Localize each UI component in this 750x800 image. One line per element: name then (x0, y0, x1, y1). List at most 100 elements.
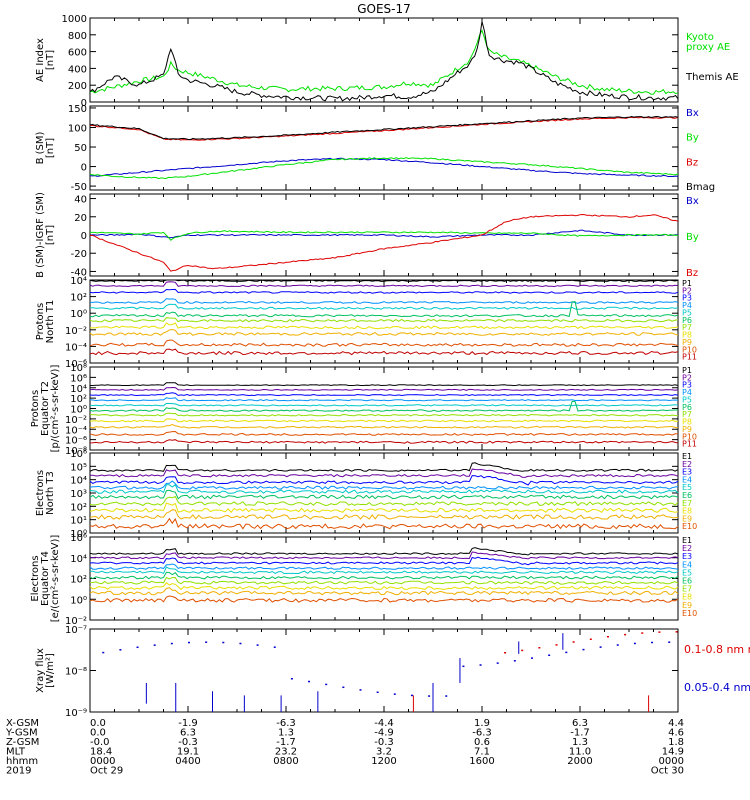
channel-line-p4 (90, 298, 679, 304)
orbit-value: -1.9 (178, 718, 198, 729)
channel-label: P8 (682, 331, 692, 340)
xray-short-point (376, 691, 379, 694)
xray-short-point (170, 642, 173, 645)
channel-line-p11 (89, 439, 679, 444)
orbit-value: -4.9 (374, 728, 394, 739)
y-tick-label: 0 (81, 98, 87, 109)
channel-line-p11 (89, 348, 679, 356)
orbit-value: 11.0 (569, 747, 591, 758)
xray-short-point (119, 649, 122, 651)
orbit-value: 2000 (567, 756, 592, 767)
y-axis-label: Equator T4 (40, 551, 51, 606)
orbit-value: 0000 (659, 756, 684, 767)
channel-label: E1 (682, 536, 692, 545)
y-tick-label: 10⁻² (65, 415, 87, 426)
y-tick-label: 10⁶ (70, 449, 87, 460)
channel-line-p10 (89, 339, 679, 347)
orbit-value: 1.8 (668, 737, 684, 748)
y-tick-label: 10⁰ (70, 595, 87, 606)
panel-ee: 10⁻² 10⁰ 10² 10⁴ 10⁶ Electrons Equator T4 [e/(c… (30, 533, 697, 627)
xray-short-point (308, 680, 311, 683)
y-tick-label: 200 (68, 81, 87, 92)
channel-line-e4 (89, 563, 679, 570)
y-axis-label: B (SM) (35, 131, 46, 164)
channel-line-p5 (90, 303, 679, 310)
orbit-value: 7.1 (474, 747, 490, 758)
channel-line-p2 (89, 386, 679, 391)
xray-long-point (572, 641, 575, 643)
series-line-bmag (89, 115, 679, 141)
channel-line-e5 (89, 483, 679, 494)
y-tick-label: 10⁰ (70, 529, 87, 540)
xray-short-point (599, 646, 602, 648)
xray-short-point (222, 641, 225, 644)
channel-line-e7 (89, 495, 679, 507)
y-tick-label: 10⁻⁶ (65, 436, 87, 447)
channel-label: E6 (682, 577, 692, 586)
channel-line-e10 (89, 595, 679, 603)
xray-long-point (606, 635, 609, 638)
channel-label: P6 (682, 316, 692, 325)
channel-line-e9 (89, 587, 679, 596)
y-tick-label: 10⁴ (70, 554, 87, 565)
y-tick-label: 40 (74, 195, 87, 206)
series-line-bz (89, 213, 679, 272)
panel-en: 10⁰ 10¹ 10² 10³ 10⁴ 10⁵ 10⁶ Electrons North T3 E1… (35, 449, 697, 540)
orbit-value: 1.9 (474, 718, 490, 729)
channel-line-e4 (89, 480, 679, 490)
y-tick-label: 10⁴ (70, 476, 87, 487)
panel-frame (89, 452, 679, 534)
y-axis-label: AE Index (35, 38, 46, 82)
channel-label: E3 (682, 552, 692, 561)
legend-label: Bz (686, 157, 698, 168)
xray-short-point (393, 693, 396, 695)
y-axis-label: [nT] (45, 138, 56, 158)
orbit-value: Oct 30 (651, 766, 684, 777)
channel-line-p6 (89, 301, 679, 318)
xray-short-point (273, 646, 276, 648)
orbit-value: 0.6 (474, 737, 490, 748)
xray-short-point (239, 642, 242, 645)
orbit-value: 0400 (175, 756, 200, 767)
y-tick-label: 10⁸ (70, 363, 87, 374)
channel-label: P8 (682, 418, 692, 427)
channel-label: E10 (682, 522, 697, 531)
orbit-value: -0.3 (178, 737, 198, 748)
y-axis-label: Equator T2 (40, 381, 51, 436)
xray-short-point (445, 695, 448, 697)
channel-label: E9 (682, 601, 692, 610)
y-axis-label: North T3 (45, 471, 56, 515)
xray-short-point (102, 651, 105, 654)
xray-short-point (531, 657, 533, 659)
channel-label: P11 (682, 440, 697, 449)
channel-label: P7 (682, 410, 692, 419)
channel-label: E4 (682, 560, 692, 569)
channel-line-p6 (89, 400, 678, 412)
orbit-value: 0800 (273, 756, 298, 767)
y-tick-label: -20 (71, 249, 87, 260)
orbit-value: 1.3 (278, 728, 294, 739)
xray-short-point (359, 689, 362, 691)
channel-label: E5 (682, 483, 692, 492)
y-tick-label: 10⁻⁸ (65, 667, 87, 678)
y-tick-label: 10⁻⁸ (65, 446, 87, 457)
legend-label: Bx (686, 108, 699, 119)
y-axis-label: Protons (30, 390, 41, 427)
channel-line-p8 (89, 418, 679, 423)
channel-label: P4 (682, 301, 692, 310)
orbit-value: 23.2 (275, 747, 297, 758)
channel-line-p1 (90, 382, 679, 387)
legend-label: Themis AE (685, 72, 739, 83)
channel-line-e1 (89, 547, 679, 556)
channel-line-p3 (89, 392, 679, 397)
channel-label: P10 (682, 432, 697, 441)
orbit-value: -0.3 (374, 737, 394, 748)
channel-line-p8 (90, 322, 679, 330)
orbit-value: -1.7 (276, 737, 296, 748)
channel-label: P1 (682, 366, 692, 375)
xray-short-point (256, 644, 259, 646)
y-tick-label: 400 (68, 64, 87, 75)
orbit-row-label: Y-GSM (5, 728, 38, 739)
xray-long-point (589, 638, 592, 640)
